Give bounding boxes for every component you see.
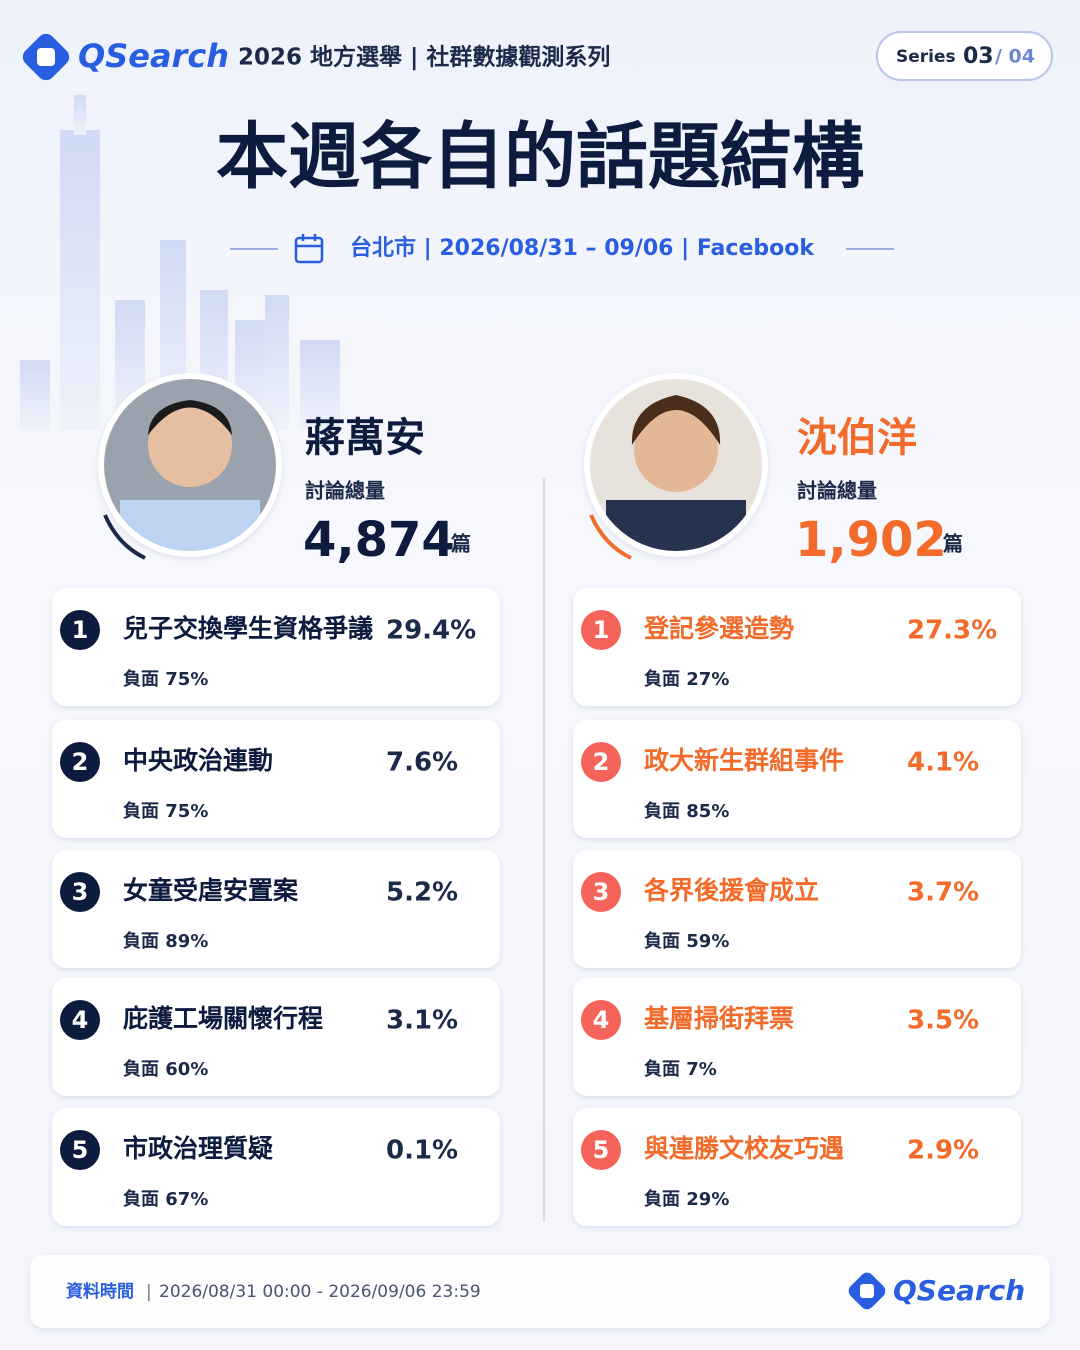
topic: 中央政治連動 [123, 746, 273, 775]
volume-label: 討論總量 [305, 479, 385, 503]
rank: 5 [593, 1136, 610, 1164]
series-badge [876, 31, 1053, 81]
rank: 1 [72, 616, 89, 644]
topic: 各界後援會成立 [643, 876, 819, 905]
rank-badge [60, 1130, 100, 1170]
negative: 負面 67% [123, 1188, 208, 1210]
topic: 基層掃街拜票 [644, 1004, 794, 1033]
topic-card [573, 978, 1021, 1096]
footer [30, 1255, 1050, 1328]
topic-card [52, 1108, 500, 1226]
rank: 4 [72, 1006, 89, 1034]
topic-card [52, 588, 500, 706]
share: 29.4% [386, 616, 476, 646]
rank-badge [581, 610, 621, 650]
rank: 4 [593, 1006, 610, 1034]
negative: 負面 75% [123, 668, 208, 690]
rank-badge [60, 610, 100, 650]
rank-badge [60, 1000, 100, 1040]
negative: 負面 60% [123, 1058, 208, 1080]
volume: 1,902 [795, 512, 947, 568]
share: 2.9% [907, 1136, 979, 1166]
topic-card [573, 720, 1021, 838]
rank-badge [60, 872, 100, 912]
rank-badge [60, 742, 100, 782]
share: 27.3% [907, 616, 997, 646]
volume: 4,874 [303, 512, 455, 568]
topic: 政大新生群組事件 [644, 746, 844, 775]
footer-range: 2026/08/31 00:00 - 2026/09/06 23:59 [159, 1282, 481, 1302]
share: 7.6% [386, 748, 458, 778]
subtitle: 台北市 | 2026/08/31 – 09/06 | Facebook [350, 235, 815, 261]
footer-logo [848, 1272, 886, 1310]
volume-unit: 篇 [450, 532, 471, 556]
negative: 負面 59% [644, 930, 729, 952]
avatar [98, 373, 282, 560]
volume-unit: 篇 [942, 532, 963, 556]
topic-card [52, 720, 500, 838]
footer-label: 資料時間 [66, 1281, 134, 1302]
series-title: 2026 地方選舉 | 社群數據觀測系列 [238, 44, 610, 71]
topic: 登記參選造勢 [643, 614, 794, 643]
series-label: Series [896, 47, 956, 67]
footer-separator: | [146, 1282, 152, 1302]
rank: 3 [593, 878, 610, 906]
rank: 1 [593, 616, 610, 644]
title: 本週各自的話題結構 [216, 115, 864, 199]
avatar [584, 373, 768, 560]
topic: 與連勝文校友巧遇 [644, 1134, 844, 1163]
topic: 女童受虐安置案 [123, 876, 299, 905]
share: 4.1% [907, 748, 979, 778]
negative: 負面 89% [123, 930, 208, 952]
topic: 庇護工場關懷行程 [123, 1004, 323, 1033]
rank-badge [581, 1130, 621, 1170]
rank-badge [581, 742, 621, 782]
calendar-icon [294, 234, 324, 264]
candidate-name: 沈伯洋 [797, 415, 917, 461]
rank: 2 [72, 748, 89, 776]
rank-badge [581, 872, 621, 912]
topic-card [52, 978, 500, 1096]
volume-label: 討論總量 [797, 479, 877, 503]
share: 3.5% [907, 1006, 979, 1036]
share: 0.1% [386, 1136, 458, 1166]
brand: QSearch [78, 37, 229, 75]
share: 3.7% [907, 878, 979, 908]
logo [22, 33, 70, 81]
topic-card [573, 850, 1021, 968]
series-current: 03 [963, 44, 994, 69]
negative: 負面 27% [644, 668, 729, 690]
rank: 2 [593, 748, 610, 776]
topic-card [52, 850, 500, 968]
rank: 3 [72, 878, 89, 906]
topic: 兒子交換學生資格爭議 [123, 614, 373, 643]
topic: 市政治理質疑 [123, 1134, 273, 1163]
negative: 負面 75% [123, 800, 208, 822]
candidate-name: 蔣萬安 [305, 415, 425, 461]
topic-card [573, 1108, 1021, 1226]
share: 3.1% [386, 1006, 458, 1036]
negative: 負面 7% [644, 1058, 717, 1080]
rank-badge [581, 1000, 621, 1040]
topic-card [573, 588, 1021, 706]
share: 5.2% [386, 878, 458, 908]
negative: 負面 29% [644, 1188, 729, 1210]
rank: 5 [72, 1136, 89, 1164]
footer-brand: QSearch [893, 1274, 1025, 1307]
negative: 負面 85% [644, 800, 729, 822]
series-total: / 04 [995, 46, 1035, 68]
